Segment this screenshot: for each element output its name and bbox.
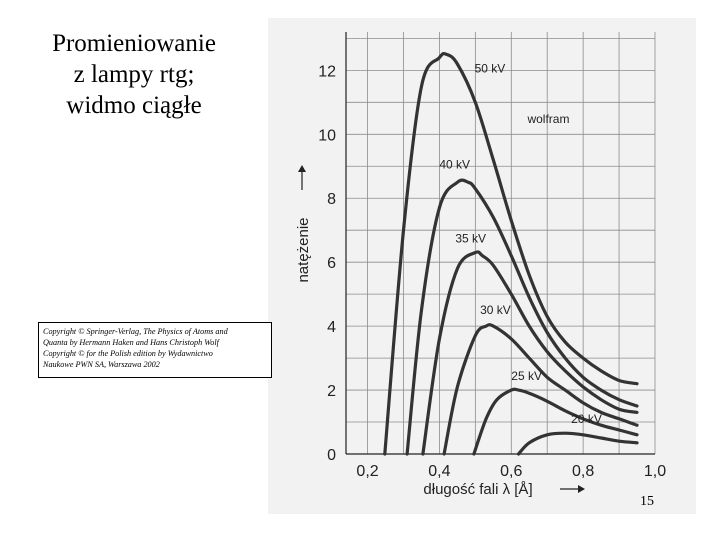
slide-title-line-1: Promieniowanie <box>52 30 216 57</box>
page-number: 15 <box>640 494 654 509</box>
copyright-line-2: Quanta by Hermann Haken and Hans Christo… <box>43 338 219 347</box>
y-tick-label: 2 <box>327 383 336 400</box>
slide-title: Promieniowanie z lampy rtg; widmo ciągłe <box>18 28 250 121</box>
copyright-line-1: Copyright © Springer-Verlag, The Physics… <box>43 327 228 336</box>
series-label: 35 kV <box>455 232 486 246</box>
x-tick-label: 1,0 <box>644 463 666 480</box>
series-label: 20 kV <box>571 412 602 426</box>
y-tick-label: 10 <box>318 127 336 144</box>
y-axis-label: natężenie <box>295 217 312 282</box>
series-curve <box>516 431 639 456</box>
copyright-notice: Copyright © Springer-Verlag, The Physics… <box>38 322 272 378</box>
y-tick-label: 8 <box>327 191 336 208</box>
x-tick-label: 0,4 <box>428 463 450 480</box>
x-axis-label: długość fali λ [Å] <box>423 481 532 498</box>
x-tick-label: 0,8 <box>572 463 594 480</box>
y-tick-label: 0 <box>327 447 336 464</box>
series-curve <box>421 250 639 456</box>
copyright-line-4: Naukowe PWN SA, Warszawa 2002 <box>43 360 160 369</box>
x-tick-label: 0,2 <box>356 463 378 480</box>
copyright-line-3: Copyright © for the Polish edition by Wy… <box>43 349 213 358</box>
slide-title-line-2: z lampy rtg; <box>73 61 195 88</box>
series-curve <box>472 387 639 456</box>
series-label: 30 kV <box>480 303 511 317</box>
annotation-wolfram: wolfram <box>526 112 569 126</box>
x-axis-arrowhead <box>578 485 585 493</box>
y-axis-arrowhead <box>298 165 306 172</box>
slide-title-line-3: widmo ciągłe <box>66 92 202 119</box>
y-tick-label: 4 <box>327 319 336 336</box>
series-curve <box>383 51 639 456</box>
y-tick-label: 12 <box>318 63 336 80</box>
y-tick-label: 6 <box>327 255 336 272</box>
series-label: 50 kV <box>475 61 506 75</box>
x-tick-label: 0,6 <box>500 463 522 480</box>
series-curve <box>405 178 639 456</box>
series-curve <box>442 323 639 456</box>
series-label: 40 kV <box>439 157 470 171</box>
series-label: 25 kV <box>511 369 542 383</box>
